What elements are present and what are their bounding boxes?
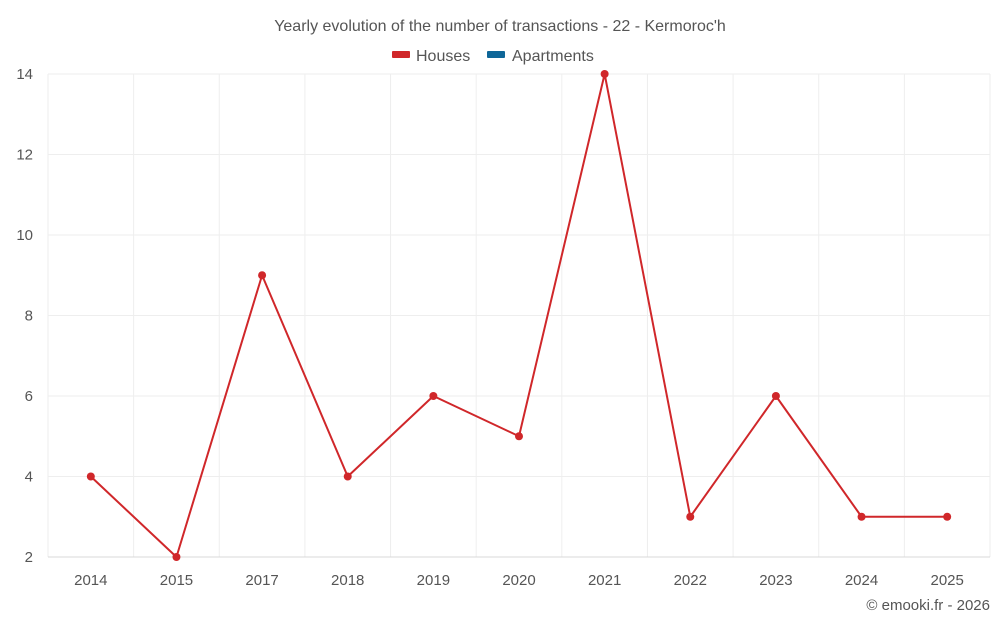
x-tick-label-2024: 2024 <box>845 572 878 589</box>
data-point-houses-2015[interactable] <box>172 553 181 561</box>
data-point-houses-2021[interactable] <box>600 70 609 78</box>
y-tick-label-14: 14 <box>16 66 33 83</box>
x-tick-label-2014: 2014 <box>74 572 107 589</box>
x-gridlines <box>47 74 991 557</box>
data-point-houses-2019[interactable] <box>429 392 438 400</box>
series-layer <box>86 70 952 561</box>
data-point-houses-2017[interactable] <box>258 271 267 280</box>
x-tick-label-2018: 2018 <box>331 572 364 589</box>
x-tick-label-2017: 2017 <box>245 572 278 589</box>
footer-credit[interactable]: © emooki.fr - 2026 <box>866 597 990 614</box>
chart-title: Yearly evolution of the number of transa… <box>274 18 726 35</box>
legend-swatch-houses <box>392 51 410 58</box>
legend-item-houses[interactable]: Houses <box>392 48 470 65</box>
x-tick-label-2022: 2022 <box>674 572 707 589</box>
y-tick-label-10: 10 <box>16 227 33 244</box>
x-tick-label-2021: 2021 <box>588 572 621 589</box>
y-tick-label-12: 12 <box>16 147 33 164</box>
data-point-houses-2018[interactable] <box>343 472 352 481</box>
y-gridlines <box>48 73 990 477</box>
legend: Houses Apartments <box>392 48 594 65</box>
legend-label-apartments: Apartments <box>512 48 594 65</box>
legend-swatch-apartments <box>487 51 505 58</box>
data-point-houses-2023[interactable] <box>771 392 780 400</box>
y-tick-label-2: 2 <box>25 549 33 566</box>
y-tick-label-8: 8 <box>25 308 33 325</box>
data-point-houses-2020[interactable] <box>515 432 523 441</box>
x-tick-label-2023: 2023 <box>759 572 792 589</box>
legend-item-apartments[interactable]: Apartments <box>487 48 594 65</box>
data-point-houses-2022[interactable] <box>686 512 695 521</box>
x-tick-label-2020: 2020 <box>502 572 535 589</box>
data-point-houses-2014[interactable] <box>86 472 95 481</box>
data-point-houses-2025[interactable] <box>943 512 952 521</box>
y-tick-label-6: 6 <box>25 388 33 405</box>
legend-label-houses: Houses <box>416 48 470 65</box>
x-tick-label-2025: 2025 <box>930 572 963 589</box>
x-axis-tick-labels: 2014 2015 2017 2018 2019 2020 2021 2022 2023 2024… <box>74 572 964 589</box>
x-tick-label-2015: 2015 <box>160 572 193 589</box>
y-tick-label-4: 4 <box>25 469 33 486</box>
data-point-houses-2024[interactable] <box>857 512 866 521</box>
y-axis-tick-labels: 2 4 6 8 10 12 14 <box>16 66 33 566</box>
x-tick-label-2019: 2019 <box>417 572 450 589</box>
